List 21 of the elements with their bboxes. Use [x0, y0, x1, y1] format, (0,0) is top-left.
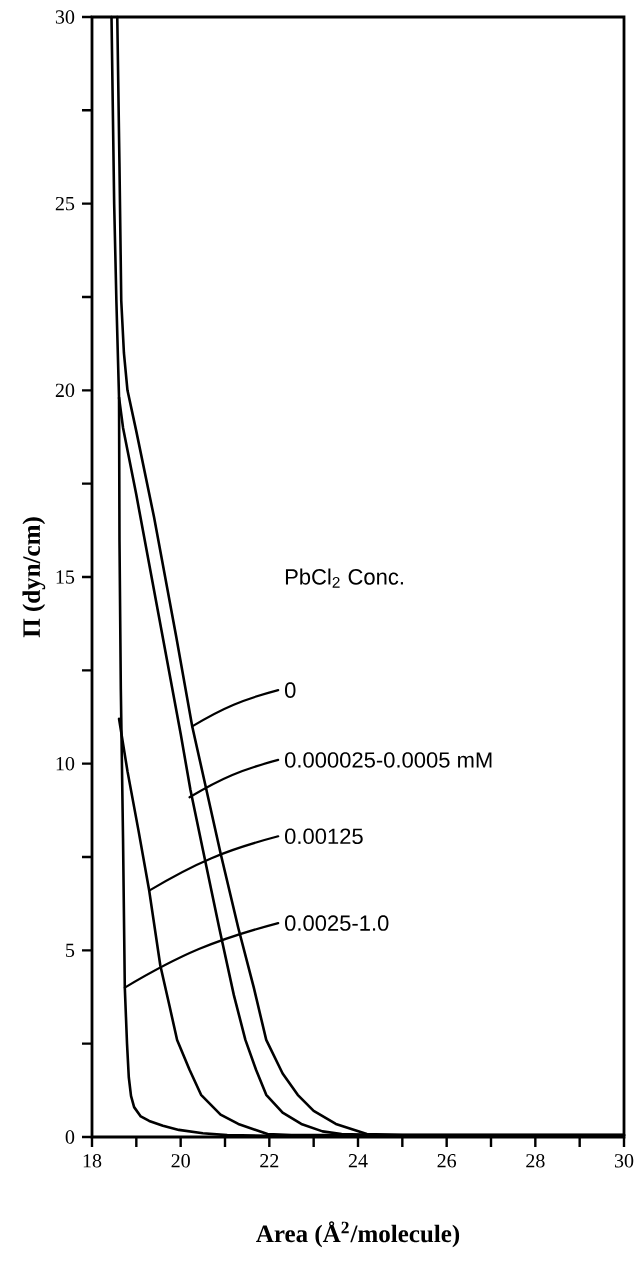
y-tick-label: 0 — [65, 1130, 75, 1144]
annotation: 0.0025-1.0 — [284, 915, 389, 931]
y-axis-title: Π (dyn/cm) — [22, 517, 46, 638]
x-tick-label: 24 — [348, 1154, 368, 1168]
x-tick-label: 22 — [260, 1154, 279, 1168]
x-tick-label: 18 — [83, 1154, 102, 1168]
annotation: 0.00125 — [284, 828, 363, 845]
y-tick-label: 25 — [55, 196, 75, 211]
x-axis-title: Area (Å$^{2}$/molecule) — [256, 1221, 460, 1248]
annotation: 0.000025-0.0005 mM — [284, 752, 492, 768]
annotation: PbCl$_{2}$ Conc. — [285, 568, 403, 588]
annotation: 0 — [284, 682, 296, 698]
y-tick-label: 10 — [56, 756, 75, 771]
y-tick-label: 5 — [66, 943, 75, 957]
x-tick-label: 20 — [171, 1154, 190, 1168]
x-tick-label: 26 — [437, 1154, 457, 1168]
x-tick-label: 30 — [614, 1154, 634, 1168]
y-tick-label: 15 — [56, 570, 75, 584]
x-tick-label: 28 — [526, 1154, 545, 1168]
y-tick-label: 30 — [55, 10, 75, 24]
y-tick-label: 20 — [55, 383, 75, 398]
